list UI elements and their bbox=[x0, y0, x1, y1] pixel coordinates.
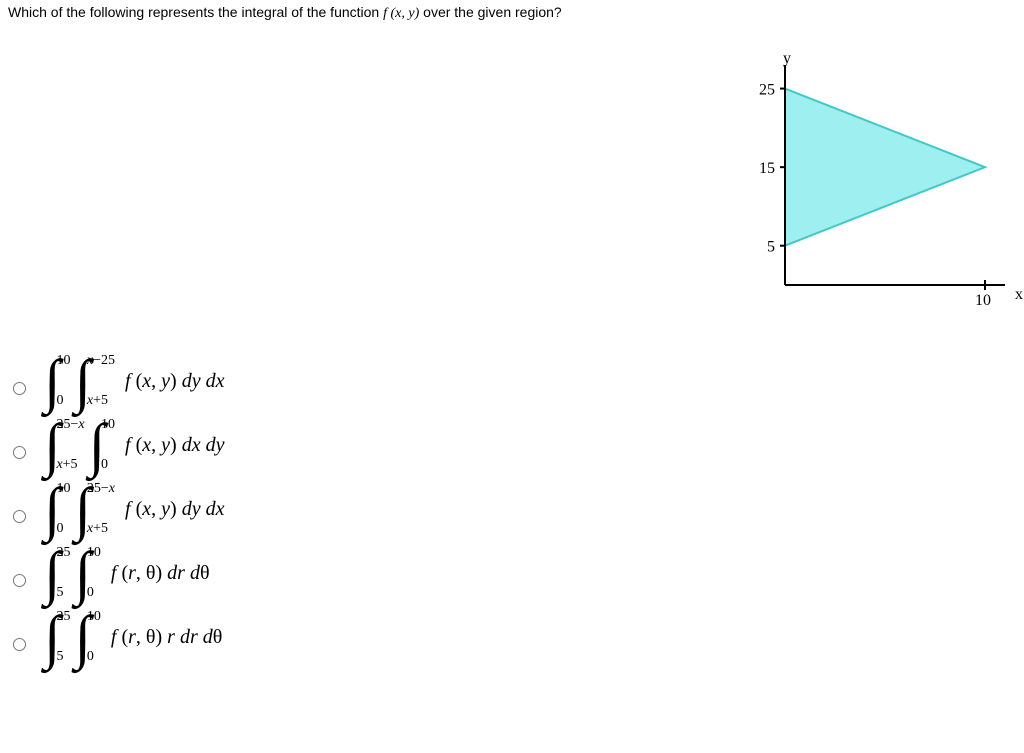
integral: ∫255 bbox=[44, 606, 74, 668]
integral-sign: ∫ bbox=[44, 612, 60, 663]
integral-sign: ∫ bbox=[89, 420, 105, 471]
integrand: f (x, y) dy dx bbox=[125, 370, 224, 393]
integrand: f (x, y) dx dy bbox=[125, 434, 224, 457]
region-figure: 25 15 5 10 y x bbox=[745, 50, 1024, 320]
y-tick-label: 25 bbox=[759, 82, 775, 99]
answer-choices: ∫100∫x−25x+5f (x, y) dy dx∫25−xx+5∫100f … bbox=[0, 350, 1024, 668]
choice-radio-b[interactable] bbox=[13, 446, 26, 459]
question-prefix: Which of the following represents the in… bbox=[8, 4, 383, 20]
choice-radio-e[interactable] bbox=[13, 638, 26, 651]
figure-svg: 25 15 5 10 y x bbox=[745, 50, 1024, 320]
question-suffix: over the given region? bbox=[419, 4, 561, 20]
integral-sign: ∫ bbox=[44, 420, 60, 471]
choice-math-c: ∫100∫25−xx+5f (x, y) dy dx bbox=[44, 478, 224, 540]
y-axis-label: y bbox=[783, 50, 791, 67]
integral-sign: ∫ bbox=[74, 484, 90, 535]
region-triangle bbox=[785, 89, 985, 246]
integral-bounds: 25−xx+5 bbox=[87, 478, 115, 540]
integral: ∫100 bbox=[74, 606, 104, 668]
upper-bound: x−25 bbox=[87, 354, 115, 368]
integrand: f (r, θ) dr dθ bbox=[111, 562, 210, 585]
integrand: f (r, θ) r dr dθ bbox=[111, 626, 222, 649]
integral-sign: ∫ bbox=[44, 484, 60, 535]
x-axis-label: x bbox=[1015, 286, 1023, 303]
integral-bounds: x−25x+5 bbox=[87, 350, 115, 412]
integral: ∫100 bbox=[44, 478, 74, 540]
choice-math-e: ∫255∫100 f (r, θ) r dr dθ bbox=[44, 606, 222, 668]
integral: ∫255 bbox=[44, 542, 74, 604]
choice-math-a: ∫100∫x−25x+5f (x, y) dy dx bbox=[44, 350, 224, 412]
integral: ∫x−25x+5 bbox=[74, 350, 119, 412]
choice-c: ∫100∫25−xx+5f (x, y) dy dx bbox=[8, 478, 1024, 540]
choice-e: ∫255∫100 f (r, θ) r dr dθ bbox=[8, 606, 1024, 668]
y-tick-label: 5 bbox=[767, 239, 775, 256]
choice-radio-d[interactable] bbox=[13, 574, 26, 587]
choice-radio-c[interactable] bbox=[13, 510, 26, 523]
integral: ∫25−xx+5 bbox=[44, 414, 89, 476]
upper-bound: 25−x bbox=[56, 418, 84, 432]
x-tick-label: 10 bbox=[975, 292, 991, 309]
choice-a: ∫100∫x−25x+5f (x, y) dy dx bbox=[8, 350, 1024, 412]
integral-bounds: 25−xx+5 bbox=[56, 414, 84, 476]
integral-sign: ∫ bbox=[74, 548, 90, 599]
integral: ∫100 bbox=[89, 414, 119, 476]
integral-sign: ∫ bbox=[74, 612, 90, 663]
integrand: f (x, y) dy dx bbox=[125, 498, 224, 521]
choice-math-d: ∫255∫100 f (r, θ) dr dθ bbox=[44, 542, 210, 604]
integral: ∫25−xx+5 bbox=[74, 478, 119, 540]
upper-bound: 25−x bbox=[87, 482, 115, 496]
y-tick-label: 15 bbox=[759, 160, 775, 177]
choice-math-b: ∫25−xx+5∫100 f (x, y) dx dy bbox=[44, 414, 224, 476]
choice-radio-a[interactable] bbox=[13, 382, 26, 395]
question-function: f (x, y) bbox=[383, 6, 419, 21]
integral-sign: ∫ bbox=[74, 356, 90, 407]
question-area: Which of the following represents the in… bbox=[0, 0, 1024, 340]
integral: ∫100 bbox=[74, 542, 104, 604]
question-text: Which of the following represents the in… bbox=[0, 0, 1024, 26]
integral-sign: ∫ bbox=[44, 548, 60, 599]
integral-sign: ∫ bbox=[44, 356, 60, 407]
choice-d: ∫255∫100 f (r, θ) dr dθ bbox=[8, 542, 1024, 604]
choice-b: ∫25−xx+5∫100 f (x, y) dx dy bbox=[8, 414, 1024, 476]
integral: ∫100 bbox=[44, 350, 74, 412]
